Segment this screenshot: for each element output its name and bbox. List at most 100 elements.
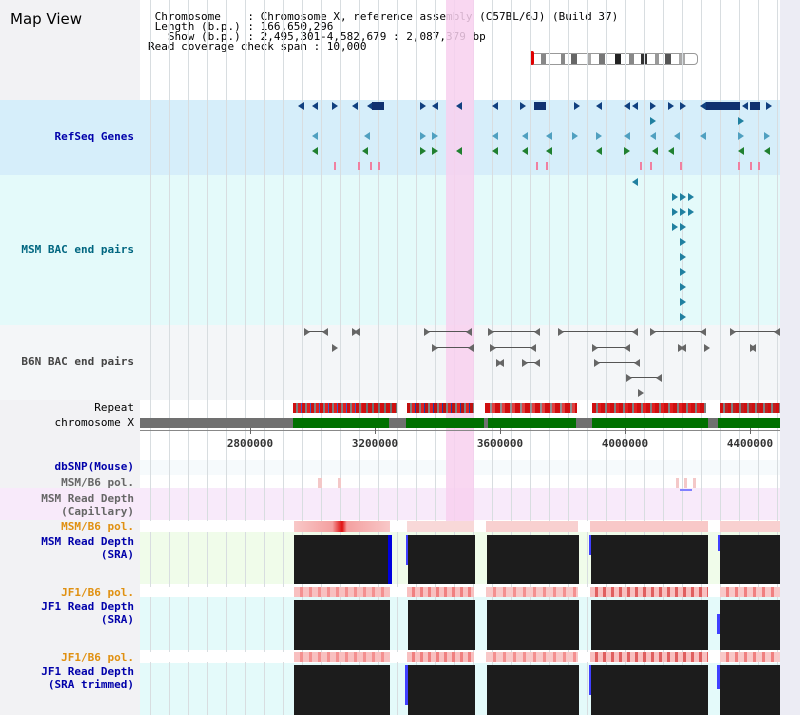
bac-end-marker[interactable]	[594, 359, 600, 367]
gene-marker[interactable]	[520, 102, 526, 110]
jf1-trim-label-1[interactable]: JF1 Read Depth	[41, 665, 134, 678]
gene-marker[interactable]	[624, 147, 630, 155]
bac-pair-line[interactable]	[626, 377, 662, 378]
bac-end-marker[interactable]	[424, 328, 430, 336]
gene-marker[interactable]	[596, 102, 602, 110]
bac-end-marker[interactable]	[656, 374, 662, 382]
bac-end-marker[interactable]	[672, 208, 678, 216]
gene-marker[interactable]	[432, 132, 438, 140]
bac-end-marker[interactable]	[680, 283, 686, 291]
gene-marker[interactable]	[650, 132, 656, 140]
bac-end-marker[interactable]	[680, 344, 686, 352]
gene-marker[interactable]	[650, 102, 656, 110]
gene-marker[interactable]	[632, 102, 638, 110]
gene-marker[interactable]	[332, 102, 338, 110]
bac-end-marker[interactable]	[680, 268, 686, 276]
bac-end-marker[interactable]	[322, 328, 328, 336]
gene-marker[interactable]	[420, 147, 426, 155]
gene-marker[interactable]	[596, 132, 602, 140]
bac-end-marker[interactable]	[704, 344, 710, 352]
bac-end-marker[interactable]	[304, 328, 310, 336]
bac-end-marker[interactable]	[634, 359, 640, 367]
gene-marker[interactable]	[546, 132, 552, 140]
gene-block[interactable]	[372, 102, 384, 110]
jf1-depth-label-1[interactable]: JF1 Read Depth	[41, 600, 134, 613]
gene-block[interactable]	[534, 102, 546, 110]
gene-marker[interactable]	[738, 117, 744, 125]
gene-marker[interactable]	[738, 147, 744, 155]
bac-pair-line[interactable]	[650, 331, 706, 332]
gene-marker[interactable]	[700, 132, 706, 140]
b6n-bac-label[interactable]: B6N BAC end pairs	[21, 355, 134, 368]
bac-end-marker[interactable]	[730, 328, 736, 336]
msm-bac-label[interactable]: MSM BAC end pairs	[21, 243, 134, 256]
bac-end-marker[interactable]	[680, 298, 686, 306]
gene-marker[interactable]	[700, 102, 706, 110]
gene-marker[interactable]	[574, 102, 580, 110]
gene-marker[interactable]	[738, 132, 744, 140]
gene-marker[interactable]	[650, 117, 656, 125]
bac-end-marker[interactable]	[688, 193, 694, 201]
bac-end-marker[interactable]	[774, 328, 780, 336]
bac-pair-line[interactable]	[490, 347, 536, 348]
gene-marker[interactable]	[522, 147, 528, 155]
bac-end-marker[interactable]	[672, 193, 678, 201]
bac-pair-line[interactable]	[558, 331, 638, 332]
bac-pair-line[interactable]	[592, 347, 630, 348]
dbsnp-label[interactable]: dbSNP(Mouse)	[54, 460, 134, 473]
gene-marker[interactable]	[456, 147, 462, 155]
gene-marker[interactable]	[420, 132, 426, 140]
gene-marker[interactable]	[364, 132, 370, 140]
gene-marker[interactable]	[420, 102, 426, 110]
gene-marker[interactable]	[680, 102, 686, 110]
jf1-depth-label-2[interactable]: (SRA)	[100, 613, 134, 626]
bac-end-marker[interactable]	[650, 328, 656, 336]
gene-marker[interactable]	[432, 147, 438, 155]
bac-pair-line[interactable]	[304, 331, 328, 332]
bac-end-marker[interactable]	[750, 344, 756, 352]
bac-pair-line[interactable]	[488, 331, 540, 332]
bac-pair-line[interactable]	[730, 331, 780, 332]
bac-end-marker[interactable]	[624, 344, 630, 352]
bac-end-marker[interactable]	[680, 313, 686, 321]
gene-marker[interactable]	[624, 132, 630, 140]
bac-end-marker[interactable]	[468, 344, 474, 352]
gene-marker[interactable]	[432, 102, 438, 110]
bac-end-marker[interactable]	[626, 374, 632, 382]
bac-end-marker[interactable]	[522, 359, 528, 367]
bac-end-marker[interactable]	[558, 328, 564, 336]
gene-marker[interactable]	[764, 132, 770, 140]
gene-marker[interactable]	[362, 147, 368, 155]
gene-marker[interactable]	[522, 132, 528, 140]
gene-marker[interactable]	[624, 102, 630, 110]
gene-marker[interactable]	[312, 102, 318, 110]
highlight-region[interactable]	[446, 0, 474, 530]
bac-end-marker[interactable]	[534, 359, 540, 367]
bac-end-marker[interactable]	[680, 238, 686, 246]
gene-marker[interactable]	[596, 147, 602, 155]
bac-pair-line[interactable]	[432, 347, 474, 348]
right-scroll-strip[interactable]	[780, 0, 800, 715]
bac-end-marker[interactable]	[700, 328, 706, 336]
bac-end-marker[interactable]	[490, 344, 496, 352]
gene-marker[interactable]	[668, 147, 674, 155]
gene-marker[interactable]	[492, 147, 498, 155]
gene-marker[interactable]	[312, 147, 318, 155]
bac-end-marker[interactable]	[592, 344, 598, 352]
bac-end-marker[interactable]	[632, 328, 638, 336]
gene-marker[interactable]	[674, 132, 680, 140]
bac-pair-line[interactable]	[522, 362, 540, 363]
gene-marker[interactable]	[668, 102, 674, 110]
bac-end-marker[interactable]	[332, 344, 338, 352]
chromosome-ideogram[interactable]	[530, 53, 698, 65]
bac-end-marker[interactable]	[530, 344, 536, 352]
gene-marker[interactable]	[492, 102, 498, 110]
gene-marker[interactable]	[766, 102, 772, 110]
bac-end-marker[interactable]	[466, 328, 472, 336]
bac-end-marker[interactable]	[498, 359, 504, 367]
gene-marker[interactable]	[764, 147, 770, 155]
bac-pair-line[interactable]	[594, 362, 640, 363]
gene-marker[interactable]	[298, 102, 304, 110]
bac-pair-line[interactable]	[424, 331, 472, 332]
bac-end-marker[interactable]	[680, 253, 686, 261]
